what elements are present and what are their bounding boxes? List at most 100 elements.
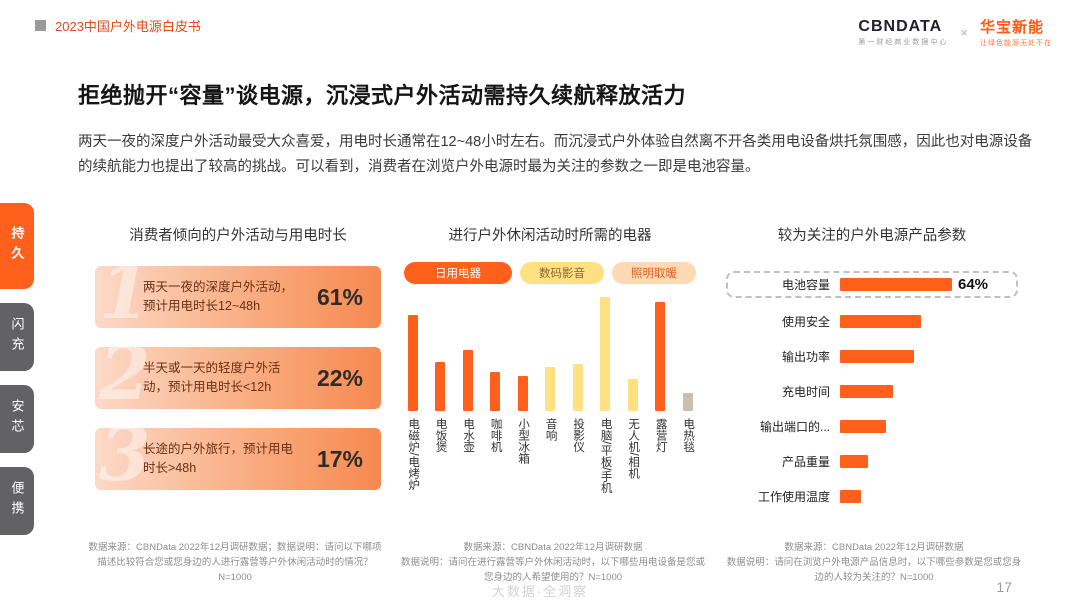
params-rows: 电池容量 64% 使用安全输出功率充电时间输出端口的... 产品重量工作使用温度: [726, 271, 1018, 508]
activity-card-2: 2 半天或一天的轻度户外活动，预计用电时长<12h 22%: [95, 347, 381, 409]
param-label: 产品重量: [781, 455, 830, 469]
device-bar-10: [655, 302, 665, 411]
chart-activity-title: 消费者倾向的户外活动与用电时长: [129, 228, 347, 244]
device-bar-6: [545, 367, 555, 411]
card-watermark-number: 3: [99, 428, 151, 490]
device-bar-label: 投影仪: [572, 418, 585, 453]
activity-cards: 1 两天一夜的深度户外活动，预计用电时长12~48h 61% 2 半天或一天的轻度户外活…: [95, 266, 381, 490]
note-line: 数据来源：CBNData 2022年12月调研数据: [463, 542, 643, 553]
page-header: 2023中国户外电源白皮书 CBNDATA 第一财经商业数据中心 × 华宝新能 …: [35, 16, 1052, 48]
legend-item-1: 日用电器: [404, 262, 512, 284]
device-bar-track: [572, 295, 583, 411]
device-bar-track: [407, 295, 418, 411]
device-bar-label: 电水壶: [462, 418, 475, 453]
device-bar-column-9: 无人机/相机: [620, 295, 645, 536]
device-bar-5: [517, 376, 528, 411]
param-bar-2: [840, 315, 921, 328]
param-bar-1: [840, 278, 952, 291]
legend-item-3: 照明取暖: [612, 262, 696, 284]
device-bar-label: 电饭煲: [434, 418, 447, 453]
intro-paragraph: 两天一夜的深度户外活动最受大众喜爱，用电时长通常在12~48小时左右。而沉浸式户…: [78, 134, 1033, 176]
param-bar-6: [840, 455, 868, 468]
device-bar-column-10: 露营灯: [648, 295, 673, 536]
footer-watermark: 大数据·全洞察: [491, 584, 589, 599]
sidebar-tab-2[interactable]: 闪充: [0, 303, 34, 371]
param-row-7: 工作使用温度: [726, 485, 1018, 508]
sidebar-tab-label: 安芯: [9, 399, 25, 439]
sidebar-tab-1[interactable]: 持久: [0, 203, 34, 289]
card-watermark-number: 2: [99, 347, 151, 409]
note-line: 数据来源：CBNData 2022年12月调研数据: [784, 542, 964, 553]
activity-card-label: 半天或一天的轻度户外活动，预计用电时长<12h: [143, 361, 281, 394]
device-bar-11: [682, 393, 693, 411]
header-square-icon: [35, 20, 46, 31]
note-params: 数据来源：CBNData 2022年12月调研数据 数据说明：请问在浏览户外电源产…: [724, 540, 1024, 586]
sidebar-tab-4[interactable]: 便携: [0, 467, 34, 535]
device-bar-column-4: 咖啡机: [483, 295, 508, 536]
card-watermark-number: 1: [99, 266, 151, 328]
huabao-logo: 华宝新能 让绿色能源无处不在: [980, 16, 1052, 48]
cbndata-logo-subtext: 第一财经商业数据中心: [858, 38, 949, 46]
sidebar-tab-label: 便携: [9, 481, 25, 521]
device-bar-2: [435, 362, 445, 411]
device-bar-label: 音响: [544, 418, 557, 441]
activity-card-percent: 61%: [316, 283, 363, 310]
note-line: 数据来源：CBNData 2022年12月调研数据；数据说明：请问以下哪项描述比…: [88, 542, 382, 584]
device-bar-1: [407, 315, 418, 411]
param-row-3: 输出功率: [726, 345, 1018, 368]
breadcrumb-label: 2023中国户外电源白皮书: [55, 19, 201, 34]
param-value-label: 64%: [958, 276, 989, 293]
page-title: 拒绝抛开“容量”谈电源，沉浸式户外活动需持久续航释放活力: [78, 83, 687, 108]
param-bar-3: [840, 350, 914, 363]
param-row-5: 输出端口的...: [726, 415, 1018, 438]
chart-params: 较为关注的户外电源产品参数 电池容量 64% 使用安全 输出功率 充电时间 输出端口的..…: [726, 224, 1018, 508]
param-row-4: 充电时间: [726, 380, 1018, 403]
sidebar-tab-label: 闪充: [9, 317, 25, 357]
param-label: 输出端口的...: [759, 420, 830, 434]
device-bar-3: [462, 350, 473, 411]
huabao-logo-text: 华宝新能: [980, 19, 1045, 36]
device-bar-label: 电热毯: [682, 418, 695, 453]
param-bar-7: [840, 490, 861, 503]
huabao-logo-subtext: 让绿色能源无处不在: [980, 40, 1052, 47]
sidebar-tab-3[interactable]: 安芯: [0, 385, 34, 453]
device-bar-column-5: 小型冰箱: [510, 295, 535, 536]
device-bar-4: [490, 372, 500, 411]
device-bar-label: 小型冰箱: [517, 418, 530, 464]
param-row-2: 使用安全: [726, 310, 1018, 333]
device-bar-label: 咖啡机: [489, 418, 502, 453]
note-line: 数据说明：请问在进行露营等户外休闲活动时，以下哪些用电设备是您或您身边的人希望使…: [400, 557, 705, 584]
activity-card-label: 长途的户外旅行，预计用电时长>48h: [143, 442, 294, 475]
device-bar-track: [545, 295, 555, 411]
chart-devices-title: 进行户外休闲活动时所需的电器: [448, 228, 652, 244]
device-bar-column-1: 电磁炉/电烤炉: [400, 295, 425, 536]
header-logos: CBNDATA 第一财经商业数据中心 × 华宝新能 让绿色能源无处不在: [858, 16, 1052, 48]
param-bar-4: [840, 385, 893, 398]
device-bar-column-7: 投影仪: [565, 295, 590, 536]
logo-separator: ×: [960, 24, 968, 40]
device-bar-label: 无人机/相机: [627, 418, 640, 479]
device-bar-track: [682, 295, 693, 411]
device-bar-column-3: 电水壶: [455, 295, 480, 536]
device-bar-track: [462, 295, 473, 411]
device-bar-track: [490, 295, 500, 411]
param-row-6: 产品重量: [726, 450, 1018, 473]
activity-card-percent: 22%: [316, 364, 363, 391]
device-bar-7: [572, 364, 583, 411]
device-bar-track: [655, 295, 665, 411]
devices-bars: 电磁炉/电烤炉 电饭煲 电水壶 咖啡机 小型冰箱 音响 投影仪 电脑/平板/手机 无人机/相机 露…: [398, 295, 702, 536]
activity-card-1: 1 两天一夜的深度户外活动，预计用电时长12~48h 61%: [95, 266, 381, 328]
sidebar-tabs: 持久 闪充 安芯 便携: [0, 203, 34, 535]
device-bar-column-2: 电饭煲: [428, 295, 453, 536]
device-bar-label: 露营灯: [654, 418, 667, 453]
param-row-1: 电池容量 64%: [726, 271, 1018, 298]
activity-card-3: 3 长途的户外旅行，预计用电时长>48h 17%: [95, 428, 381, 490]
device-bar-9: [627, 379, 638, 411]
device-bar-track: [435, 295, 445, 411]
device-bar-8: [600, 297, 610, 411]
devices-legend: 日用电器 数码影音 照明取暖: [398, 262, 702, 284]
device-bar-column-6: 音响: [538, 295, 563, 536]
device-bar-track: [517, 295, 528, 411]
param-label: 充电时间: [781, 385, 830, 399]
param-bar-5: [840, 420, 886, 433]
